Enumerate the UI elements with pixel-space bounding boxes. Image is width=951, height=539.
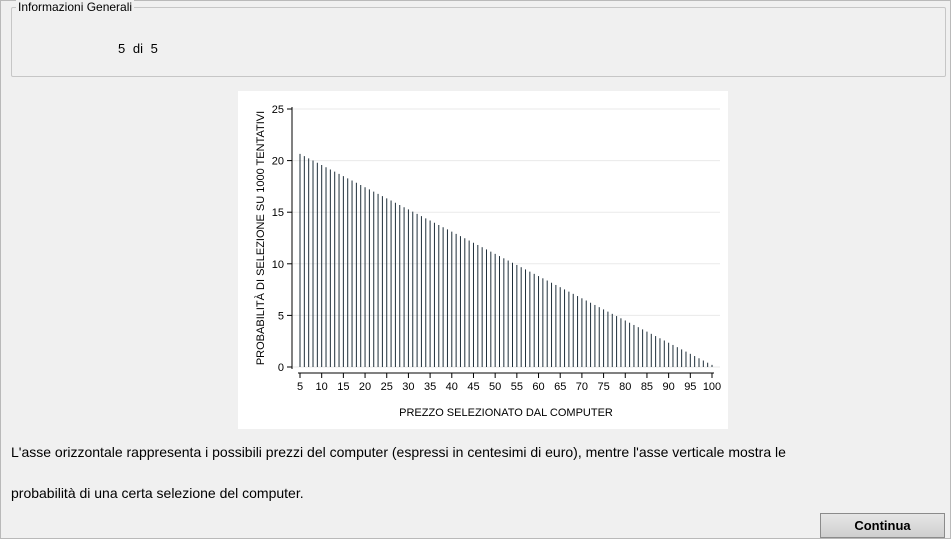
- x-tick-label: 65: [554, 381, 566, 393]
- x-tick-label: 30: [402, 381, 414, 393]
- x-tick-label: 10: [316, 381, 328, 393]
- x-axis-title: PREZZO SELEZIONATO DAL COMPUTER: [399, 407, 613, 419]
- probability-chart: 0 5 10 15 20 25 5 10 15 20 25 30 35 40 45 50 55 60 65 70 75 8…: [238, 91, 728, 429]
- x-tick-label: 55: [511, 381, 523, 393]
- y-tick-label: 5: [278, 310, 284, 322]
- y-tick-label: 0: [278, 362, 284, 374]
- x-tick-label: 40: [446, 381, 458, 393]
- x-tick-label: 5: [297, 381, 303, 393]
- x-tick-label: 50: [489, 381, 501, 393]
- chart-svg: 0 5 10 15 20 25 5 10 15 20 25 30 35 40 45 50 55 60 65 70 75 8…: [254, 104, 721, 419]
- y-tick-label: 10: [272, 259, 284, 271]
- y-axis-title: PROBABILITÀ DI SELEZIONE SU 1000 TENTATI…: [254, 111, 267, 365]
- x-tick-label: 60: [532, 381, 544, 393]
- x-tick-label: 45: [467, 381, 479, 393]
- x-tick-label: 90: [663, 381, 675, 393]
- page-counter: 5 di 5: [118, 41, 158, 56]
- description-line-2: probabilità di una certa selezione del c…: [11, 485, 304, 501]
- y-tick-label: 20: [272, 156, 284, 168]
- x-tick-label: 70: [576, 381, 588, 393]
- continue-button[interactable]: Continua: [820, 513, 945, 538]
- x-tick-label: 35: [424, 381, 436, 393]
- x-tick-label: 85: [641, 381, 653, 393]
- x-tick-label: 25: [381, 381, 393, 393]
- x-tick-label: 75: [597, 381, 609, 393]
- description-line-1: L'asse orizzontale rappresenta i possibi…: [11, 444, 786, 460]
- x-tick-label: 20: [359, 381, 371, 393]
- x-tick-label: 95: [684, 381, 696, 393]
- y-tick-label: 25: [272, 104, 284, 116]
- group-title: Informazioni Generali: [16, 0, 135, 14]
- y-tick-label: 15: [272, 207, 284, 219]
- x-tick-label: 15: [337, 381, 349, 393]
- general-info-group: Informazioni Generali 5 di 5: [11, 0, 946, 77]
- x-tick-label: 80: [619, 381, 631, 393]
- x-tick-label: 100: [703, 381, 721, 393]
